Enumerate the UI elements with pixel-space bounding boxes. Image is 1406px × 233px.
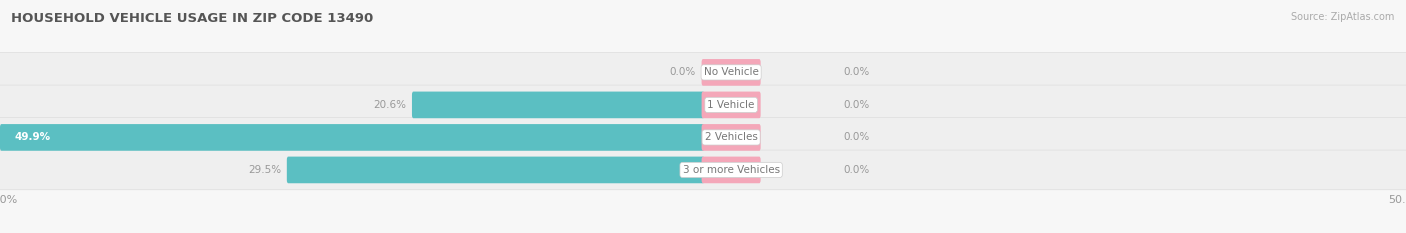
Text: 1 Vehicle: 1 Vehicle [707,100,755,110]
Text: 2 Vehicles: 2 Vehicles [704,132,758,142]
Text: HOUSEHOLD VEHICLE USAGE IN ZIP CODE 13490: HOUSEHOLD VEHICLE USAGE IN ZIP CODE 1349… [11,12,374,25]
Text: 0.0%: 0.0% [844,67,870,77]
Text: 0.0%: 0.0% [669,67,696,77]
FancyBboxPatch shape [0,118,1406,157]
Text: No Vehicle: No Vehicle [703,67,759,77]
FancyBboxPatch shape [702,59,761,86]
FancyBboxPatch shape [0,150,1406,190]
FancyBboxPatch shape [0,53,1406,92]
FancyBboxPatch shape [412,92,704,118]
FancyBboxPatch shape [702,124,761,151]
FancyBboxPatch shape [0,124,704,151]
FancyBboxPatch shape [702,157,761,183]
FancyBboxPatch shape [0,85,1406,125]
Text: 0.0%: 0.0% [844,100,870,110]
Text: Source: ZipAtlas.com: Source: ZipAtlas.com [1291,12,1395,22]
Text: 0.0%: 0.0% [844,165,870,175]
Text: 49.9%: 49.9% [14,132,51,142]
Text: 29.5%: 29.5% [247,165,281,175]
Text: 3 or more Vehicles: 3 or more Vehicles [682,165,780,175]
FancyBboxPatch shape [702,92,761,118]
FancyBboxPatch shape [287,157,704,183]
Text: 20.6%: 20.6% [374,100,406,110]
Text: 0.0%: 0.0% [844,132,870,142]
